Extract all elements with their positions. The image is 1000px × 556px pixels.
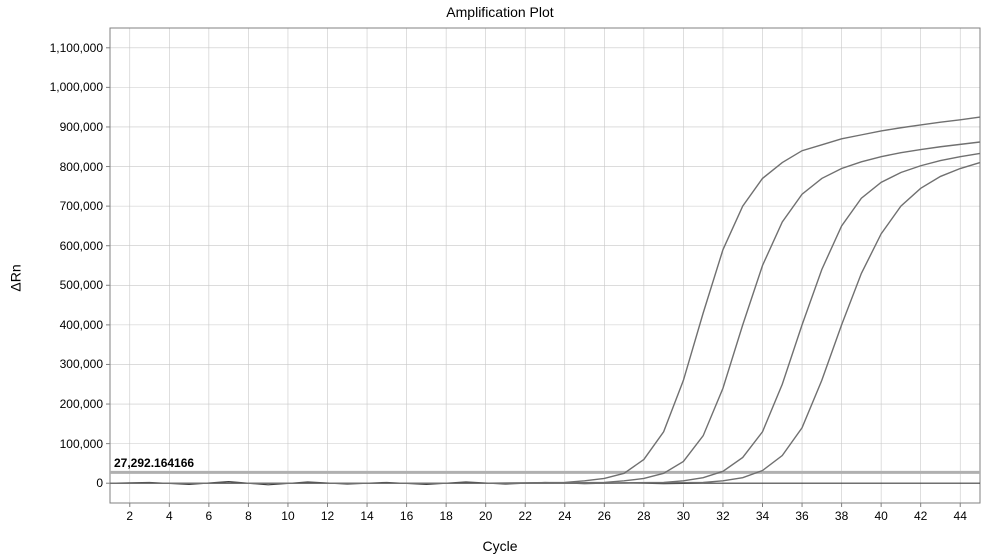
y-tick-label: 700,000	[38, 199, 103, 213]
x-tick-label: 2	[115, 509, 145, 523]
x-tick-label: 22	[510, 509, 540, 523]
x-tick-label: 24	[550, 509, 580, 523]
x-tick-label: 36	[787, 509, 817, 523]
x-tick-label: 20	[471, 509, 501, 523]
y-tick-label: 200,000	[38, 397, 103, 411]
threshold-value-label: 27,292.164166	[114, 456, 194, 470]
x-tick-label: 26	[589, 509, 619, 523]
y-tick-label: 300,000	[38, 357, 103, 371]
x-tick-label: 34	[748, 509, 778, 523]
y-axis-label: ΔRn	[6, 0, 26, 556]
chart-container: Amplification Plot ΔRn Cycle 0 100,000 200…	[0, 0, 1000, 556]
y-tick-label: 600,000	[38, 239, 103, 253]
x-tick-label: 12	[313, 509, 343, 523]
x-axis-label: Cycle	[0, 538, 1000, 554]
y-tick-label: 900,000	[38, 120, 103, 134]
x-tick-label: 18	[431, 509, 461, 523]
series-curve4	[110, 163, 980, 484]
y-tick-label: 1,000,000	[38, 80, 103, 94]
x-tick-label: 44	[945, 509, 975, 523]
y-tick-label: 100,000	[38, 437, 103, 451]
series-curve1	[110, 117, 980, 483]
y-tick-label: 800,000	[38, 160, 103, 174]
x-tick-label: 16	[392, 509, 422, 523]
x-tick-label: 40	[866, 509, 896, 523]
x-tick-label: 14	[352, 509, 382, 523]
x-tick-label: 42	[906, 509, 936, 523]
y-tick-label: 500,000	[38, 278, 103, 292]
y-tick-label: 1,100,000	[38, 41, 103, 55]
chart-title: Amplification Plot	[0, 4, 1000, 20]
y-tick-label: 400,000	[38, 318, 103, 332]
y-tick-label: 0	[38, 476, 103, 490]
x-tick-label: 4	[154, 509, 184, 523]
series-curve3	[110, 153, 980, 483]
series-curve2	[110, 142, 980, 483]
x-tick-label: 32	[708, 509, 738, 523]
x-tick-label: 10	[273, 509, 303, 523]
x-tick-label: 38	[827, 509, 857, 523]
x-tick-label: 6	[194, 509, 224, 523]
x-tick-label: 30	[668, 509, 698, 523]
x-tick-label: 28	[629, 509, 659, 523]
x-tick-label: 8	[233, 509, 263, 523]
